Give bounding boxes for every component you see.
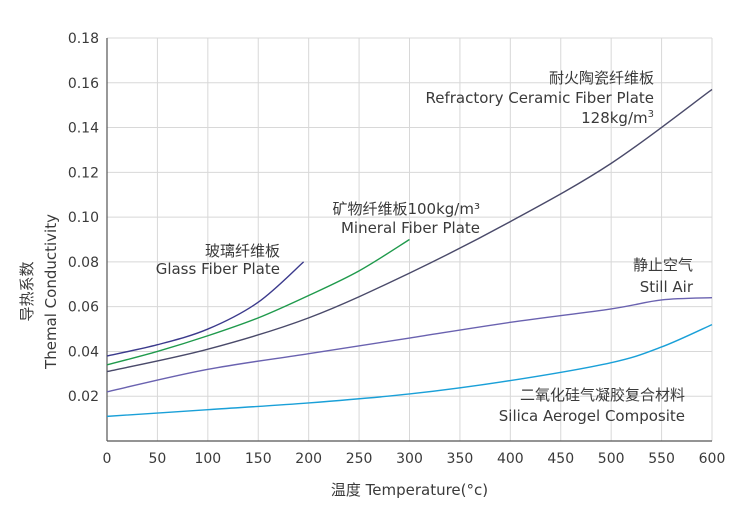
series-line-still-air <box>106 297 713 393</box>
series-label-en-still-air: Still Air <box>640 278 694 296</box>
y-tick-label: 0.10 <box>68 210 99 226</box>
series-line-silica-aerogel <box>106 323 713 418</box>
superscript-3: 3 <box>648 109 654 120</box>
y-tick-label: 0.18 <box>68 31 99 47</box>
series-line-glass-fiber <box>106 261 305 357</box>
y-axis-title-en: Themal Conductivity <box>42 214 60 370</box>
y-axis-title-cn: 导热系数 <box>18 261 36 321</box>
series-label-cn-still-air: 静止空气 <box>633 256 693 274</box>
x-tick-label: 550 <box>648 451 675 467</box>
x-tick-label: 450 <box>547 451 574 467</box>
x-tick-label: 350 <box>447 451 474 467</box>
x-tick-label: 100 <box>194 451 221 467</box>
series-label-density-ceramic-fiber: 128kg/m3 <box>581 109 654 127</box>
x-tick-label: 200 <box>295 451 322 467</box>
series-label-cn-mineral-fiber: 矿物纤维板100kg/m³ <box>332 200 480 218</box>
y-tick-label: 0.02 <box>68 389 99 405</box>
x-tick-label: 150 <box>245 451 272 467</box>
x-tick-label: 500 <box>598 451 625 467</box>
y-tick-label: 0.06 <box>68 300 99 316</box>
x-tick-label: 0 <box>103 451 112 467</box>
series-line-mineral-fiber <box>106 238 410 366</box>
series-label-cn-silica-aerogel: 二氧化硅气凝胶复合材料 <box>520 386 685 404</box>
series-line-ceramic-fiber <box>106 88 713 373</box>
y-tick-label: 0.16 <box>68 76 99 92</box>
x-tick-label: 600 <box>699 451 726 467</box>
x-tick-label: 50 <box>149 451 167 467</box>
series-label-en-mineral-fiber: Mineral Fiber Plate <box>341 219 480 237</box>
y-tick-label: 0.04 <box>68 344 99 360</box>
x-tick-label: 250 <box>346 451 373 467</box>
series-label-cn-ceramic-fiber: 耐火陶瓷纤维板 <box>549 69 654 87</box>
series-label-en-glass-fiber: Glass Fiber Plate <box>156 260 280 278</box>
y-tick-label: 0.12 <box>68 165 99 181</box>
series-label-en-ceramic-fiber: Refractory Ceramic Fiber Plate <box>426 89 655 107</box>
x-tick-label: 300 <box>396 451 423 467</box>
series-label-en-silica-aerogel: Silica Aerogel Composite <box>499 407 685 425</box>
x-axis-title: 温度 Temperature(°c) <box>331 481 488 499</box>
series-label-cn-glass-fiber: 玻璃纤维板 <box>205 242 280 260</box>
y-tick-label: 0.14 <box>68 121 99 137</box>
x-tick-label: 400 <box>497 451 524 467</box>
y-tick-label: 0.08 <box>68 255 99 271</box>
